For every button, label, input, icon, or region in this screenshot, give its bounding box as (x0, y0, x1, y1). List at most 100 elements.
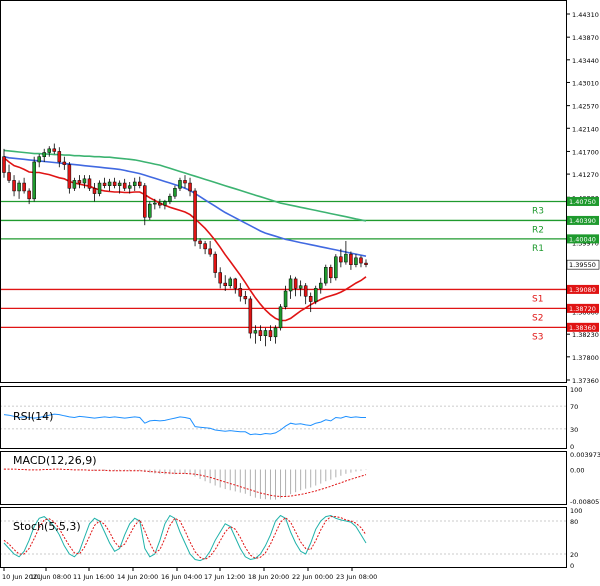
candle-body-up (117, 182, 122, 186)
candle (308, 292, 313, 313)
candle-body-up (283, 290, 288, 308)
candle (163, 199, 167, 210)
candle (263, 327, 268, 347)
candle (324, 264, 328, 286)
candle-body-up (168, 195, 172, 202)
candle (248, 296, 253, 339)
candle (92, 183, 97, 202)
candle-body-down (52, 148, 57, 152)
candle-body-down (87, 178, 92, 189)
candle (193, 188, 197, 247)
level-name-label: R3 (532, 206, 544, 216)
candle-body-up (354, 257, 358, 265)
candle-body-up (37, 156, 41, 163)
candle (183, 175, 187, 189)
candle (148, 201, 152, 220)
candle (218, 267, 222, 289)
macd-tick-label: -0.008057 (570, 498, 600, 506)
candle (178, 177, 182, 191)
level-name-label: S1 (532, 294, 543, 304)
candle (293, 276, 298, 297)
time-tick-label: 10 Jun 2021 (2, 573, 41, 581)
candle (213, 251, 217, 278)
price-tick-label: 1.42140 (572, 125, 599, 133)
candle-body-down (359, 257, 363, 264)
price-tick-label: 1.43010 (572, 79, 599, 87)
candle-body-down (137, 181, 142, 186)
candle-body-up (334, 256, 338, 279)
candle-body-down (57, 151, 62, 163)
candle (137, 176, 142, 189)
level-name-label: S3 (532, 332, 543, 342)
macd-frame (0, 451, 567, 505)
candle-body-down (203, 243, 207, 250)
candle-body-down (22, 182, 26, 192)
candle-body-up (344, 253, 348, 263)
candle-body-down (238, 288, 243, 297)
candle (2, 148, 6, 178)
candle-body-up (298, 285, 303, 289)
candle-body-down (243, 296, 248, 300)
stoch-signal-line (3, 516, 367, 561)
stoch-tick-label: 0 (570, 562, 574, 570)
candle-body-up (153, 202, 157, 205)
candle-body-up (17, 182, 21, 192)
candle-body-down (102, 182, 107, 186)
macd-title: MACD(12,26,9) (13, 454, 97, 467)
candle-body-down (349, 253, 353, 265)
candle (22, 177, 26, 194)
rsi-tick-label: 30 (570, 426, 578, 434)
rsi-plot: 100 70 30 0 (0, 386, 582, 451)
candle-body-up (263, 330, 268, 337)
stoch-plot: 100 80 20 0 (0, 507, 582, 570)
stoch-main-line (3, 514, 367, 562)
level-price-badge (567, 303, 599, 313)
candle (153, 198, 157, 210)
candles (2, 143, 368, 347)
candle-body-up (273, 327, 278, 338)
candle (132, 177, 137, 191)
level-name-label: R1 (532, 244, 544, 254)
candle-body-up (163, 201, 167, 206)
level-price-badge (567, 322, 599, 332)
candle (168, 193, 172, 205)
candle-body-down (223, 282, 227, 286)
candle (228, 276, 233, 289)
level-price-label: 1.38360 (569, 324, 596, 332)
price-tick-label: 1.37360 (572, 377, 599, 385)
candle (27, 188, 31, 205)
candle-body-down (198, 240, 202, 244)
candle (82, 175, 87, 189)
candle-body-down (188, 182, 192, 192)
candle-body-down (213, 253, 217, 273)
candle (253, 325, 258, 344)
candle-body-up (32, 161, 36, 200)
stoch-tick-label: 80 (570, 518, 578, 526)
candle (334, 254, 338, 281)
rsi-title: RSI(14) (13, 410, 53, 423)
candle-body-up (288, 278, 293, 292)
candle (112, 177, 117, 189)
rsi-panel: 100 70 30 0 RSI(14) (0, 386, 582, 451)
level-price-badge (567, 284, 599, 294)
rsi-tick-label: 100 (570, 386, 582, 394)
candle (243, 291, 248, 305)
candle (303, 283, 308, 305)
time-tick-label: 17 Jun 12:00 (204, 573, 245, 581)
candle (298, 280, 303, 297)
candle (288, 275, 293, 299)
candle-body-up (82, 178, 87, 184)
candle-body-down (268, 330, 273, 338)
candle-body-up (228, 278, 233, 286)
macd-signal-line (4, 468, 367, 497)
rsi-tick-label: 0 (570, 443, 574, 451)
candle (47, 146, 52, 157)
rsi-frame (0, 386, 567, 449)
candle (158, 198, 162, 209)
candle (359, 255, 363, 268)
price-tick-label: 1.42570 (572, 103, 599, 111)
level-price-label: 1.40040 (569, 235, 596, 243)
level-price-badge (567, 215, 599, 225)
candle-body-down (258, 330, 263, 337)
